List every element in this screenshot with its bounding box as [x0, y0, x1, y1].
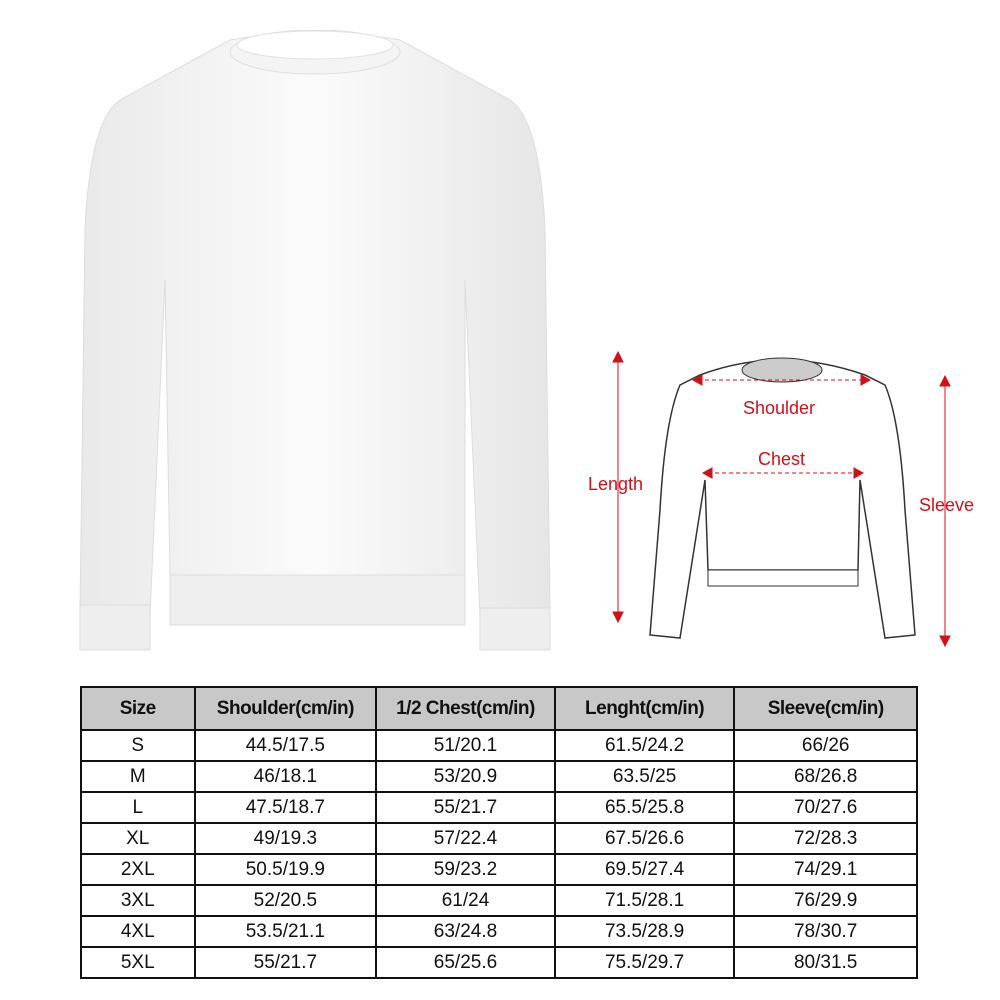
- table-cell: 44.5/17.5: [193, 729, 378, 762]
- shoulder-label: Shoulder: [743, 398, 816, 418]
- table-cell: 65.5/25.8: [553, 791, 736, 824]
- table-cell: 55/21.7: [193, 946, 378, 979]
- table-row: 5XL 55/21.7 65/25.6 75.5/29.7 80/31.5: [80, 946, 918, 979]
- table-cell: 4XL: [80, 915, 196, 948]
- table-cell: 63.5/25: [553, 760, 736, 793]
- table-cell: XL: [80, 822, 196, 855]
- table-cell: 63/24.8: [375, 915, 556, 948]
- column-header: Lenght(cm/in): [553, 686, 736, 731]
- column-header: Size: [80, 686, 196, 731]
- table-cell: 51/20.1: [375, 729, 556, 762]
- table-cell: 46/18.1: [193, 760, 378, 793]
- sweatshirt-photo: [79, 30, 551, 651]
- table-cell: L: [80, 791, 196, 824]
- table-row: M 46/18.1 53/20.9 63.5/25 68/26.8: [80, 760, 918, 793]
- table-cell: 73.5/28.9: [553, 915, 736, 948]
- table-cell: 55/21.7: [375, 791, 556, 824]
- table-cell: M: [80, 760, 196, 793]
- table-cell: 78/30.7: [733, 915, 918, 948]
- table-cell: S: [80, 729, 196, 762]
- column-header: Sleeve(cm/in): [733, 686, 918, 731]
- table-cell: 53/20.9: [375, 760, 556, 793]
- table-header-row: Size Shoulder(cm/in) 1/2 Chest(cm/in) Lengh…: [80, 686, 918, 731]
- table-row: 4XL 53.5/21.1 63/24.8 73.5/28.9 78/30.7: [80, 915, 918, 948]
- table-cell: 61/24: [375, 884, 556, 917]
- sleeve-label: Sleeve: [919, 495, 975, 515]
- table-cell: 69.5/27.4: [553, 853, 736, 886]
- table-cell: 76/29.9: [733, 884, 918, 917]
- table-cell: 49/19.3: [193, 822, 378, 855]
- table-cell: 57/22.4: [375, 822, 556, 855]
- table-cell: 47.5/18.7: [193, 791, 378, 824]
- chest-label: Chest: [758, 449, 806, 469]
- table-cell: 52/20.5: [193, 884, 378, 917]
- table-cell: 2XL: [80, 853, 196, 886]
- table-cell: 65/25.6: [375, 946, 556, 979]
- table-row: 3XL 52/20.5 61/24 71.5/28.1 76/29.9: [80, 884, 918, 917]
- table-cell: 80/31.5: [733, 946, 918, 979]
- measurement-diagram: Shoulder Chest Length Sleeve: [580, 340, 990, 660]
- table-cell: 53.5/21.1: [193, 915, 378, 948]
- table-cell: 71.5/28.1: [553, 884, 736, 917]
- length-label: Length: [588, 474, 644, 494]
- table-cell: 68/26.8: [733, 760, 918, 793]
- table-cell: 59/23.2: [375, 853, 556, 886]
- table-cell: 67.5/26.6: [553, 822, 736, 855]
- table-row: S 44.5/17.5 51/20.1 61.5/24.2 66/26: [80, 729, 918, 762]
- sweatshirt-outline: [612, 350, 951, 648]
- table-cell: 61.5/24.2: [553, 729, 736, 762]
- table-cell: 66/26: [733, 729, 918, 762]
- table-cell: 72/28.3: [733, 822, 918, 855]
- table-row: 2XL 50.5/19.9 59/23.2 69.5/27.4 74/29.1: [80, 853, 918, 886]
- table-cell: 5XL: [80, 946, 196, 979]
- table-cell: 70/27.6: [733, 791, 918, 824]
- table-row: XL 49/19.3 57/22.4 67.5/26.6 72/28.3: [80, 822, 918, 855]
- table-cell: 74/29.1: [733, 853, 918, 886]
- column-header: Shoulder(cm/in): [193, 686, 378, 731]
- size-chart-table: Size Shoulder(cm/in) 1/2 Chest(cm/in) Lengh…: [80, 686, 918, 979]
- table-cell: 3XL: [80, 884, 196, 917]
- column-header: 1/2 Chest(cm/in): [375, 686, 556, 731]
- table-row: L 47.5/18.7 55/21.7 65.5/25.8 70/27.6: [80, 791, 918, 824]
- table-cell: 50.5/19.9: [193, 853, 378, 886]
- table-cell: 75.5/29.7: [553, 946, 736, 979]
